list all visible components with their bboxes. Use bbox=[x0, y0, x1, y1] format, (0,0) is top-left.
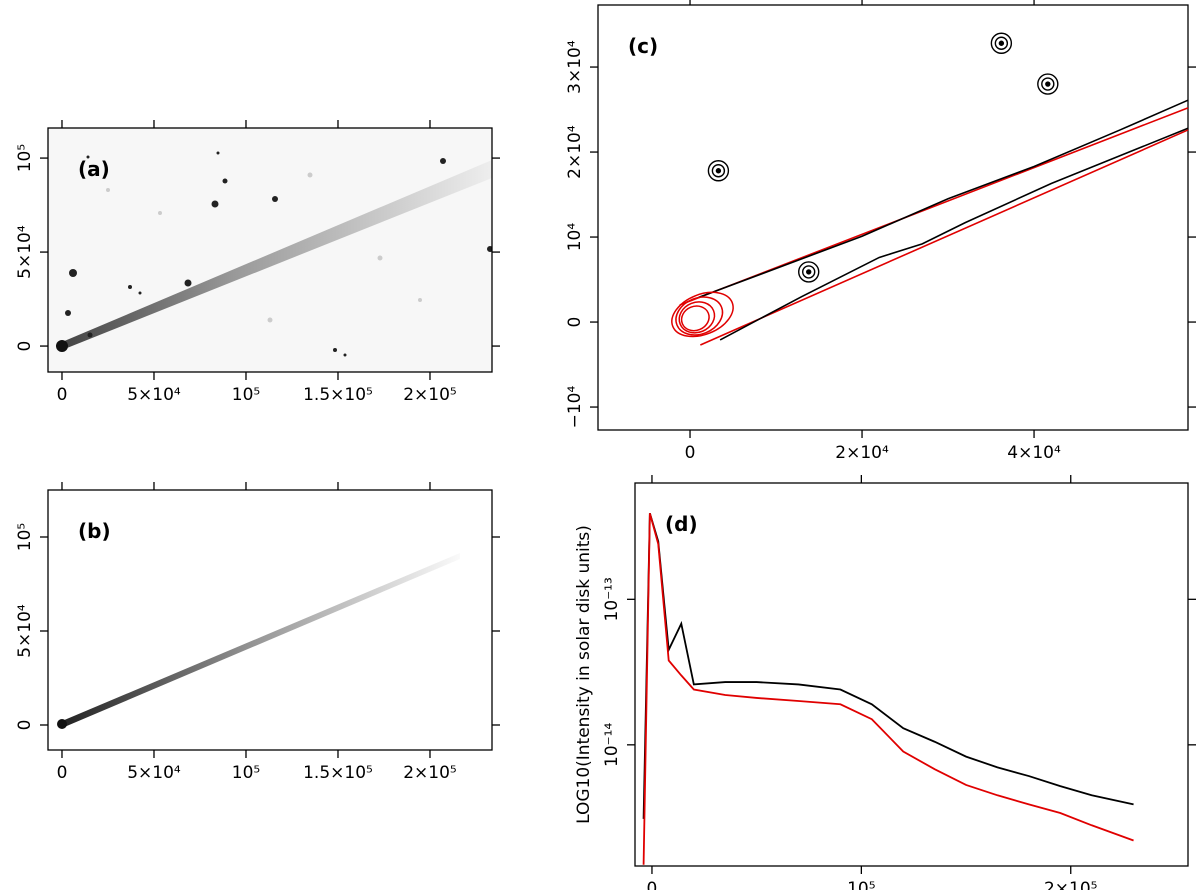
x-tick-label: 1.5×10⁵ bbox=[303, 763, 373, 783]
intensity-line bbox=[642, 513, 1134, 819]
x-tick-label: 0 bbox=[57, 763, 68, 783]
y-tick-label: 10⁻¹³ bbox=[602, 577, 622, 621]
source-contour bbox=[1045, 81, 1051, 87]
source-contour bbox=[715, 168, 722, 174]
y-tick-label: 0 bbox=[565, 317, 585, 328]
x-tick-label: 2×10⁵ bbox=[403, 385, 457, 405]
source-contour bbox=[707, 160, 730, 182]
x-tick-label: 2×10⁴ bbox=[835, 443, 889, 463]
source-contour bbox=[806, 269, 812, 275]
panel-label: (d) bbox=[665, 512, 698, 536]
source-contour bbox=[798, 261, 820, 283]
source-contour bbox=[1037, 73, 1059, 95]
y-tick-label: 10⁻¹⁴ bbox=[602, 723, 622, 767]
contour-line bbox=[719, 127, 1189, 341]
panel-label: (a) bbox=[78, 157, 110, 181]
x-tick-label: 2×10⁵ bbox=[403, 763, 457, 783]
y-tick-label: 3×10⁴ bbox=[565, 40, 585, 94]
x-tick-label: 5×10⁴ bbox=[127, 763, 181, 783]
source-contour bbox=[990, 32, 1013, 54]
panel-label: (b) bbox=[78, 519, 111, 543]
x-tick-label: 0 bbox=[57, 385, 68, 405]
nucleus-contour bbox=[678, 301, 716, 334]
source-contour bbox=[802, 265, 816, 279]
source-contour bbox=[711, 164, 726, 178]
x-tick-label: 10⁵ bbox=[232, 385, 260, 405]
y-tick-label: 5×10⁴ bbox=[15, 604, 35, 658]
image-b bbox=[57, 553, 460, 729]
x-tick-label: 10⁵ bbox=[847, 879, 875, 890]
x-tick-label: 0 bbox=[647, 879, 658, 890]
nucleus-contour bbox=[680, 305, 710, 332]
axes-frame bbox=[47, 127, 493, 373]
y-tick-label: 0 bbox=[15, 720, 35, 731]
source-contour bbox=[998, 40, 1005, 46]
axes-frame bbox=[47, 489, 493, 751]
y-tick-label: 0 bbox=[15, 341, 35, 352]
contour-line bbox=[698, 99, 1189, 299]
y-axis-label: LOG10(Intensity in solar disk units) bbox=[574, 525, 594, 824]
y-tick-label: 10⁵ bbox=[15, 523, 35, 551]
y-tick-label: 10⁴ bbox=[565, 223, 585, 252]
x-tick-label: 5×10⁴ bbox=[127, 385, 181, 405]
source-contour bbox=[1041, 77, 1055, 91]
nucleus-contour bbox=[671, 291, 734, 338]
axes-frame bbox=[634, 482, 1189, 867]
y-tick-label: 5×10⁴ bbox=[15, 225, 35, 279]
contour-line bbox=[700, 129, 1189, 346]
x-tick-label: 10⁵ bbox=[232, 763, 260, 783]
x-tick-label: 1.5×10⁵ bbox=[303, 385, 373, 405]
axes-frame bbox=[597, 4, 1189, 431]
x-tick-label: 0 bbox=[685, 443, 696, 463]
y-tick-label: 2×10⁴ bbox=[565, 125, 585, 179]
x-tick-label: 4×10⁴ bbox=[1007, 443, 1061, 463]
image-a bbox=[48, 128, 492, 372]
nucleus-contour bbox=[675, 296, 724, 336]
panel-label: (c) bbox=[628, 34, 658, 58]
source-contour bbox=[994, 36, 1009, 50]
x-tick-label: 2×10⁵ bbox=[1044, 879, 1098, 890]
y-tick-label: 10⁵ bbox=[15, 144, 35, 172]
intensity-line bbox=[642, 513, 1134, 865]
y-tick-label: −10⁴ bbox=[565, 386, 585, 429]
